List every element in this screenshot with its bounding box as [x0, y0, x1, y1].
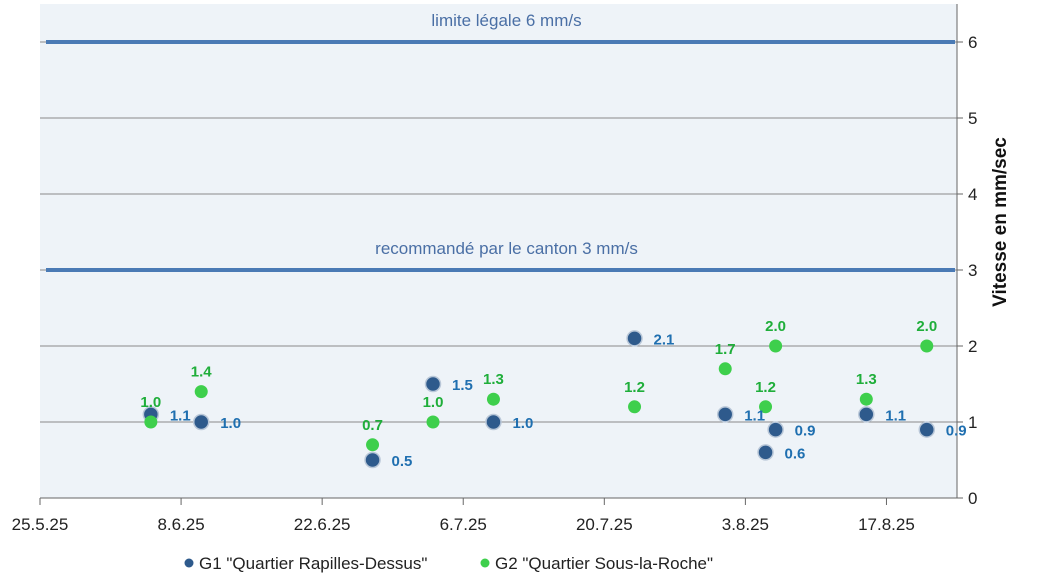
legend: G1 "Quartier Rapilles-Dessus" G2 "Quartie… — [184, 554, 713, 573]
x-tick-label: 20.7.25 — [576, 515, 633, 534]
g1-data-label: 1.1 — [744, 407, 765, 424]
g2-data-label: 1.0 — [423, 394, 444, 411]
g1-point — [192, 413, 210, 431]
g2-data-label: 0.7 — [362, 417, 383, 434]
g1-data-label: 1.1 — [170, 407, 191, 424]
g1-point — [716, 406, 734, 423]
y-tick-label: 4 — [968, 185, 977, 204]
g2-data-label: 1.2 — [755, 379, 776, 396]
g1-data-label: 0.9 — [946, 423, 967, 440]
legend-marker — [480, 558, 490, 568]
g2-point — [628, 400, 642, 414]
g1-point — [364, 451, 381, 469]
legend-label: G1 "Quartier Rapilles-Dessus" — [199, 554, 427, 573]
y-tick-label: 6 — [968, 33, 977, 52]
g2-point — [366, 438, 380, 452]
g1-data-label: 1.5 — [452, 377, 473, 394]
g1-point — [626, 330, 643, 347]
x-tick-label: 17.8.25 — [858, 515, 915, 534]
reference-line-label: recommandé par le canton 3 mm/s — [375, 239, 638, 258]
legend-label: G2 "Quartier Sous-la-Roche" — [495, 554, 713, 573]
g2-point — [769, 339, 783, 353]
g1-data-label: 0.9 — [795, 423, 816, 440]
y-tick-label: 1 — [968, 413, 977, 432]
g2-point — [920, 339, 934, 353]
g1-data-label: 1.0 — [512, 415, 533, 432]
g1-point — [918, 421, 936, 438]
g2-data-label: 2.0 — [916, 318, 937, 335]
g2-data-label: 1.4 — [191, 364, 213, 381]
data-points — [142, 330, 936, 469]
g1-point — [858, 406, 875, 423]
g2-data-label: 1.2 — [624, 379, 645, 396]
reference-lines: limite légale 6 mm/s recommandé par le ca… — [46, 11, 955, 272]
g2-point — [759, 400, 773, 414]
y-tick-label: 2 — [968, 337, 977, 356]
legend-marker — [184, 558, 194, 568]
y-tick-label: 5 — [968, 109, 977, 128]
g2-point — [718, 362, 732, 376]
g1-data-label: 1.0 — [220, 415, 241, 432]
g2-data-label: 1.3 — [483, 371, 504, 388]
g2-point — [859, 392, 873, 406]
g1-point — [767, 421, 784, 438]
g1-data-label: 2.1 — [654, 331, 675, 348]
g2-point — [486, 392, 500, 406]
x-tick-label: 25.5.25 — [12, 515, 69, 534]
g1-point — [485, 413, 502, 431]
data-labels: 1.1 1.0 0.5 1.5 1.0 2.1 1.1 0.6 0.9 1.1 0.9 1.0 1.4 0… — [140, 318, 966, 470]
x-tick-label: 8.6.25 — [157, 515, 204, 534]
x-tick-label: 22.6.25 — [294, 515, 351, 534]
g2-data-label: 1.0 — [140, 394, 161, 411]
g1-data-label: 1.1 — [885, 407, 906, 424]
y-tick-label: 0 — [968, 489, 977, 508]
g1-data-label: 0.5 — [392, 453, 413, 470]
g1-data-label: 0.6 — [785, 445, 806, 462]
x-tick-label: 3.8.25 — [722, 515, 769, 534]
axes: 0 1 2 3 4 5 6 25.5.25 8.6.25 22.6.25 6.7.25 20.7.25… — [12, 4, 977, 534]
y-tick-label: 3 — [968, 261, 977, 280]
x-tick-label: 6.7.25 — [440, 515, 487, 534]
g2-data-label: 2.0 — [765, 318, 786, 335]
g1-point — [757, 444, 774, 461]
g2-data-label: 1.3 — [856, 371, 877, 388]
reference-line-label: limite légale 6 mm/s — [431, 11, 581, 30]
g2-point — [426, 415, 440, 429]
g2-data-label: 1.7 — [715, 341, 736, 358]
g2-point — [194, 385, 208, 399]
g2-point — [144, 415, 158, 429]
g1-point — [424, 375, 442, 393]
y-axis-label: Vitesse en mm/sec — [990, 137, 1011, 307]
